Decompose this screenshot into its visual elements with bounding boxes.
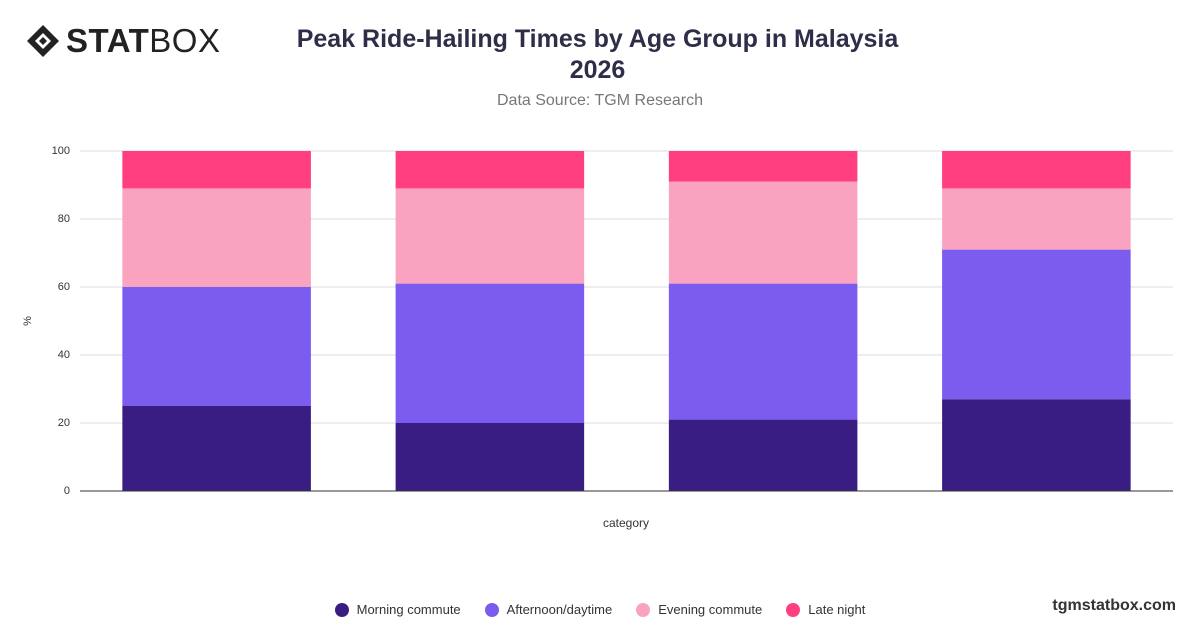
bar-segment [668, 181, 858, 284]
bar-segment [395, 188, 585, 284]
y-tick-label: 80 [58, 213, 70, 225]
bar-segment [395, 283, 585, 423]
bar-segment [668, 283, 858, 420]
legend-label: Evening commute [658, 602, 763, 617]
y-tick-label: 60 [58, 281, 70, 293]
bar-segment [122, 406, 311, 491]
chart-subtitle: Data Source: TGM Research [496, 92, 703, 109]
legend-item[interactable]: Afternoon/daytime [484, 602, 613, 617]
legend-label: Afternoon/daytime [506, 602, 613, 617]
y-tick-label: 0 [64, 485, 70, 497]
bar-segment [668, 151, 858, 182]
y-axis-label: % [22, 316, 34, 326]
legend-item[interactable]: Evening commute [636, 602, 762, 617]
y-tick-label: 40 [58, 349, 70, 361]
footer[interactable]: tgmstatbox.com [1052, 597, 1176, 614]
logo-text: STAT [66, 22, 150, 59]
bar-segment [122, 151, 311, 189]
bar-segment [668, 419, 858, 491]
legend-item[interactable]: Morning commute [334, 602, 461, 617]
y-tick-label: 20 [58, 417, 70, 429]
legend-swatch [484, 602, 499, 617]
legend-swatch [334, 602, 349, 617]
logo[interactable]: STAT BOX [26, 22, 220, 60]
logo-icon [27, 25, 59, 57]
legend: Morning commute Afternoon/daytime Evening … [0, 602, 1200, 617]
legend-swatch [636, 602, 651, 617]
bar-segment [395, 423, 585, 491]
bar-segment [942, 151, 1131, 189]
logo-text: BOX [149, 22, 221, 59]
legend-label: Late night [808, 602, 866, 617]
legend-label: Morning commute [356, 602, 461, 617]
bar-segment [122, 287, 311, 406]
y-tick-label: 100 [52, 145, 70, 157]
legend-swatch [786, 602, 801, 617]
chart-title: Peak Ride-Hailing Times by Age Group in … [296, 25, 899, 84]
chart: % category 0 20 40 60 80 100 [22, 145, 1173, 530]
x-axis-label: category [603, 516, 649, 530]
bar-segment [122, 188, 311, 287]
bar-segment [942, 399, 1131, 491]
bar-segment [942, 249, 1131, 400]
bar-segment [395, 151, 585, 189]
legend-item[interactable]: Late night [786, 602, 865, 617]
bar-segment [942, 188, 1131, 250]
